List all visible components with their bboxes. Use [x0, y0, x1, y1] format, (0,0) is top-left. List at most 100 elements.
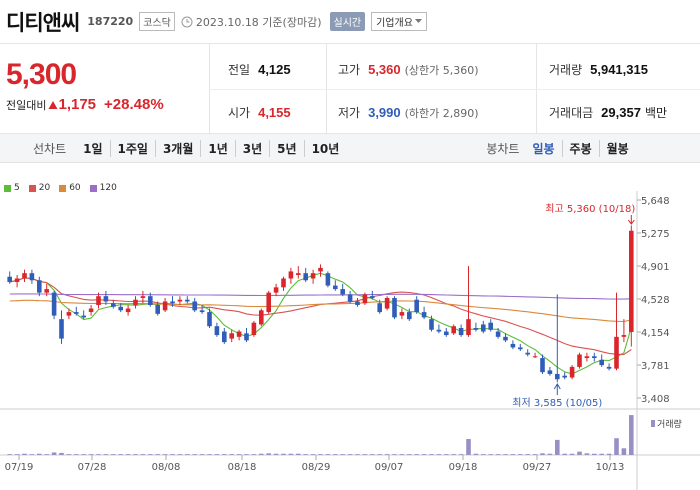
ma20-line [9, 277, 632, 356]
candle-body [532, 356, 538, 358]
amount-unit: 백만 [644, 106, 668, 120]
volume-bar [207, 454, 212, 455]
candle-body [525, 352, 530, 355]
volume-bar [584, 453, 590, 455]
candle-body [44, 289, 49, 293]
tab-3y[interactable]: 3년 [234, 139, 269, 157]
x-tick-label: 07/28 [78, 462, 107, 473]
candle-body [577, 354, 582, 367]
volume-bar [251, 454, 257, 455]
x-tick-label: 09/27 [523, 462, 552, 473]
candlestick-chart: 5,648 5,275 4,901 4,528 4,154 3,781 3,408 거래량 07… [0, 191, 700, 490]
volume-bar [66, 454, 72, 455]
candle-body [281, 278, 286, 288]
volume-bar [244, 454, 249, 455]
volume-bar [407, 454, 412, 455]
y-tick-label: 3,781 [641, 361, 670, 372]
candle-body [569, 366, 575, 378]
volume-bar [392, 454, 397, 455]
candle-body [414, 299, 419, 313]
candle-body [325, 273, 331, 286]
candle-body [177, 299, 183, 302]
tab-5y[interactable]: 5년 [269, 139, 303, 157]
volume-bar [399, 454, 405, 455]
volume-bar [592, 453, 597, 455]
candle-body [14, 278, 20, 283]
candle-body [185, 299, 190, 302]
candle-body [22, 273, 27, 279]
volume-bar [510, 454, 516, 455]
candle-body [584, 356, 590, 359]
volume-bar [236, 454, 242, 455]
volume-bar [88, 454, 94, 455]
stock-name: 디티앤씨 [6, 10, 80, 35]
candle-body [592, 356, 597, 359]
candle-body [125, 308, 131, 313]
candle-body [629, 230, 634, 332]
candle-body [51, 292, 57, 316]
clock-icon [181, 16, 193, 27]
change-value: 1,175 [58, 96, 97, 113]
candle-body [318, 267, 323, 272]
volume-bar [466, 439, 471, 455]
high-price: 고가 5,360 (상한가 5,360) [338, 61, 479, 78]
candle-body [7, 276, 12, 283]
candle-body [466, 319, 471, 336]
volume-bar [347, 454, 353, 455]
upper-limit: (상한가 5,360) [404, 64, 479, 77]
candle-body [392, 297, 397, 318]
volume-bar [111, 454, 116, 455]
tab-1d[interactable]: 1일 [83, 141, 103, 156]
candle-body [370, 296, 375, 298]
tab-daily[interactable]: 일봉 [532, 141, 555, 156]
volume: 거래량 5,941,315 [549, 61, 648, 78]
tab-monthly[interactable]: 월봉 [598, 139, 636, 157]
volume-bar [170, 454, 175, 455]
company-info-button[interactable]: 기업개요 [371, 12, 427, 31]
low-value: 3,990 [368, 105, 401, 120]
candle-body [540, 358, 545, 373]
prev-close: 전일 4,125 [228, 61, 291, 78]
volume-bar [22, 453, 27, 455]
tab-1w[interactable]: 1주일 [109, 139, 155, 157]
volume-bar [273, 453, 279, 455]
candle-body [29, 273, 35, 281]
y-tick-label: 5,648 [641, 196, 670, 207]
tab-1y[interactable]: 1년 [200, 139, 234, 157]
volume-bar [229, 454, 234, 455]
candle-chart-label: 봉차트 [486, 141, 520, 156]
volume-bar [488, 454, 493, 455]
realtime-button[interactable]: 실시간 [329, 12, 366, 31]
candle-body [614, 336, 619, 369]
volume-bar [473, 453, 479, 455]
candle-body [518, 347, 523, 350]
candle-body [207, 312, 212, 327]
volume-bar [222, 454, 227, 455]
legend-label: 60 [69, 183, 81, 193]
volume-bar [503, 454, 508, 455]
open-label: 시가 [228, 106, 251, 120]
volume-bar [162, 454, 168, 455]
volume-bar [606, 453, 612, 455]
tab-10y[interactable]: 10년 [303, 139, 347, 157]
volume-bar [310, 454, 316, 455]
candle-body [66, 312, 72, 316]
volume-bar [629, 415, 634, 455]
volume-bar [525, 454, 530, 455]
candle-body [266, 292, 271, 313]
change-rate: +28.48% [104, 96, 164, 113]
tab-weekly[interactable]: 주봉 [561, 139, 599, 157]
candle-body [133, 299, 138, 306]
volume-bar [177, 454, 183, 455]
candle-body [362, 294, 368, 304]
volume-bar [599, 453, 604, 455]
volume-bar [325, 454, 331, 455]
x-tick-label: 10/13 [596, 462, 625, 473]
tab-3m[interactable]: 3개월 [154, 139, 200, 157]
candle-body [473, 327, 479, 330]
candle-body [429, 319, 434, 330]
volume-bar [518, 454, 523, 455]
volume-bar [451, 454, 456, 455]
quote-date: 2023.10.18 기준(장마감) [195, 15, 322, 29]
trade-amount: 거래대금 29,357 백만 [549, 104, 667, 121]
